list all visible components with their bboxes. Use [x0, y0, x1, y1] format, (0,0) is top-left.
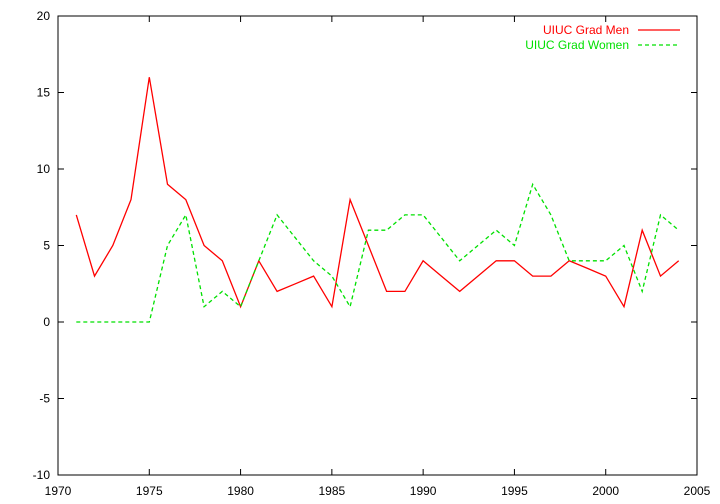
x-tick-label: 1975 — [136, 484, 163, 498]
x-tick-label: 2005 — [684, 484, 711, 498]
x-tick-label: 1990 — [410, 484, 437, 498]
series-line-women — [76, 182, 680, 323]
x-tick-label: 1995 — [501, 484, 528, 498]
axis-tick-labels: 1970 1975 1980 1985 1990 1995 2000 2005 -10 -5 0 5 1… — [33, 9, 711, 498]
legend-label: UIUC Grad Men — [543, 23, 629, 37]
plot-frame — [57, 15, 698, 476]
y-tick-label: 0 — [43, 315, 50, 329]
legend-label: UIUC Grad Women — [525, 38, 629, 52]
y-tick-label: -10 — [33, 468, 51, 482]
y-tick-label: 20 — [37, 9, 51, 23]
y-tick-label: -5 — [39, 392, 50, 406]
series-line-men — [75, 77, 680, 309]
y-tick-label: 5 — [43, 239, 50, 253]
axis-ticks — [57, 15, 698, 476]
x-tick-label: 1970 — [45, 484, 72, 498]
y-tick-label: 15 — [37, 86, 51, 100]
y-tick-label: 10 — [37, 162, 51, 176]
x-tick-label: 2000 — [592, 484, 619, 498]
x-tick-label: 1980 — [227, 484, 254, 498]
x-tick-label: 1985 — [319, 484, 346, 498]
series-lines — [75, 77, 680, 323]
